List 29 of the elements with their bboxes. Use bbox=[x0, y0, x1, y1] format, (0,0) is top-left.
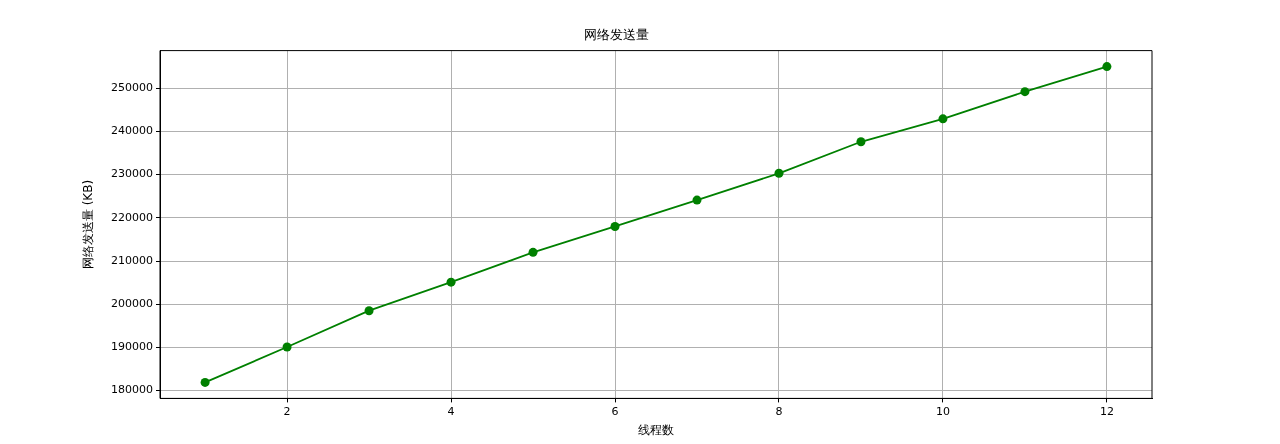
y-tick-label: 180000 bbox=[111, 383, 153, 397]
x-tick-label: 2 bbox=[283, 404, 291, 418]
x-tick-label: 6 bbox=[611, 404, 619, 418]
x-tick-label: 8 bbox=[775, 404, 783, 418]
y-tick-label: 190000 bbox=[111, 340, 153, 354]
point bbox=[692, 195, 702, 205]
x-tick-label: 4 bbox=[447, 404, 455, 418]
y-tick-label: 210000 bbox=[111, 253, 153, 267]
point bbox=[282, 342, 292, 352]
point bbox=[1020, 87, 1030, 97]
point bbox=[1102, 62, 1112, 72]
chart-title: 网络发送量 bbox=[583, 27, 649, 43]
point bbox=[774, 168, 784, 178]
point bbox=[200, 377, 210, 387]
x-tick-label: 10 bbox=[935, 404, 950, 418]
y-tick-label: 200000 bbox=[111, 297, 153, 311]
point bbox=[528, 247, 538, 257]
point bbox=[364, 306, 374, 316]
y-axis-title: 网络发送量 (KB) bbox=[81, 179, 96, 270]
y-tick-label: 220000 bbox=[111, 210, 153, 224]
point bbox=[610, 221, 620, 231]
x-tick-label: 12 bbox=[1099, 404, 1114, 418]
y-tick-label: 230000 bbox=[111, 167, 153, 181]
point bbox=[938, 114, 948, 124]
point bbox=[856, 137, 866, 147]
y-tick-label: 250000 bbox=[111, 81, 153, 95]
point bbox=[446, 277, 456, 287]
y-tick-label: 240000 bbox=[111, 124, 153, 138]
x-axis-title: 线程数 bbox=[638, 422, 674, 437]
